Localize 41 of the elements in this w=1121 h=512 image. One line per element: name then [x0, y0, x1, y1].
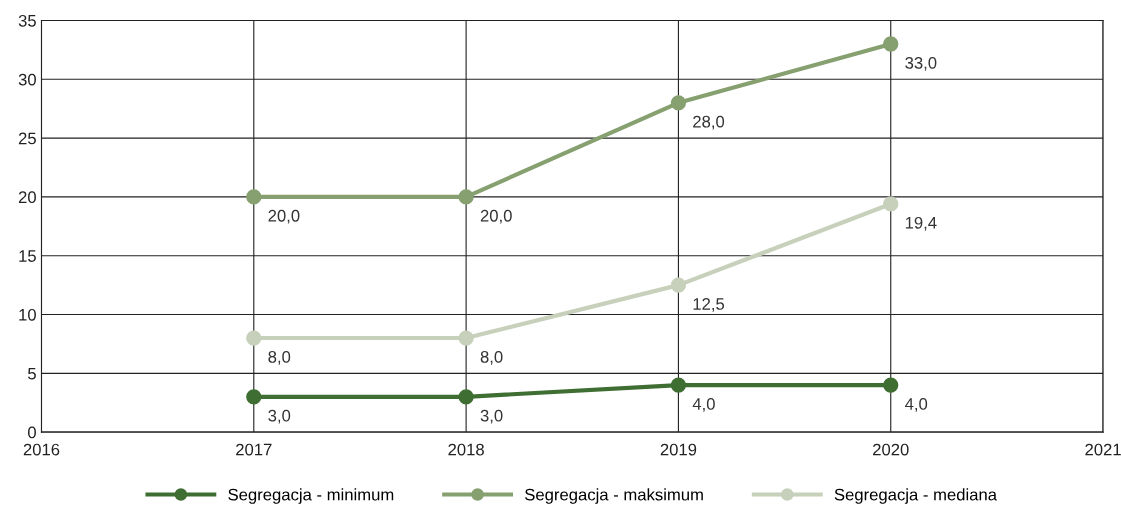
y-tick-label: 30	[18, 73, 36, 86]
x-tick-label: 2021	[1085, 443, 1121, 456]
point	[246, 389, 262, 405]
data-label: 3,0	[268, 409, 291, 424]
point	[670, 377, 687, 393]
point	[670, 277, 687, 293]
data-label: 12,5	[693, 298, 725, 312]
x-tick-label: 2019	[660, 443, 697, 456]
data-label: 4,0	[905, 398, 928, 412]
point	[246, 189, 262, 205]
x-tick-label: 2020	[873, 443, 909, 456]
legend-label: Segregacja - minimum	[228, 488, 394, 504]
point	[670, 95, 687, 111]
y-tick-label: 35	[18, 14, 36, 27]
point	[883, 36, 899, 52]
point	[246, 330, 262, 346]
data-label: 20,0	[480, 209, 512, 224]
x-tick-label: 2018	[448, 443, 484, 456]
y-tick-label: 5	[28, 367, 36, 380]
point	[883, 377, 899, 393]
data-label: 8,0	[480, 350, 503, 365]
y-tick-label: 15	[19, 250, 36, 262]
data-label: 28,0	[693, 115, 725, 130]
point	[883, 196, 899, 212]
y-tick-label: 20	[18, 191, 36, 204]
x-tick-label: 2016	[23, 443, 60, 456]
point	[458, 389, 474, 405]
data-label: 33,0	[905, 56, 937, 71]
point	[458, 189, 474, 205]
y-tick-label: 25	[18, 132, 36, 145]
data-label: 19,4	[905, 216, 937, 231]
data-label: 4,0	[692, 398, 715, 412]
legend-label: Segregacja - maksimum	[525, 488, 703, 504]
data-label: 3,0	[480, 409, 503, 424]
data-label: 8,0	[268, 350, 291, 365]
y-tick-label: 10	[19, 308, 36, 321]
legend-label: Segregacja - mediana	[834, 488, 997, 504]
y-tick-label: 0	[28, 426, 36, 439]
data-label: 20,0	[268, 209, 300, 224]
point	[458, 330, 474, 346]
x-tick-label: 2017	[236, 443, 272, 456]
